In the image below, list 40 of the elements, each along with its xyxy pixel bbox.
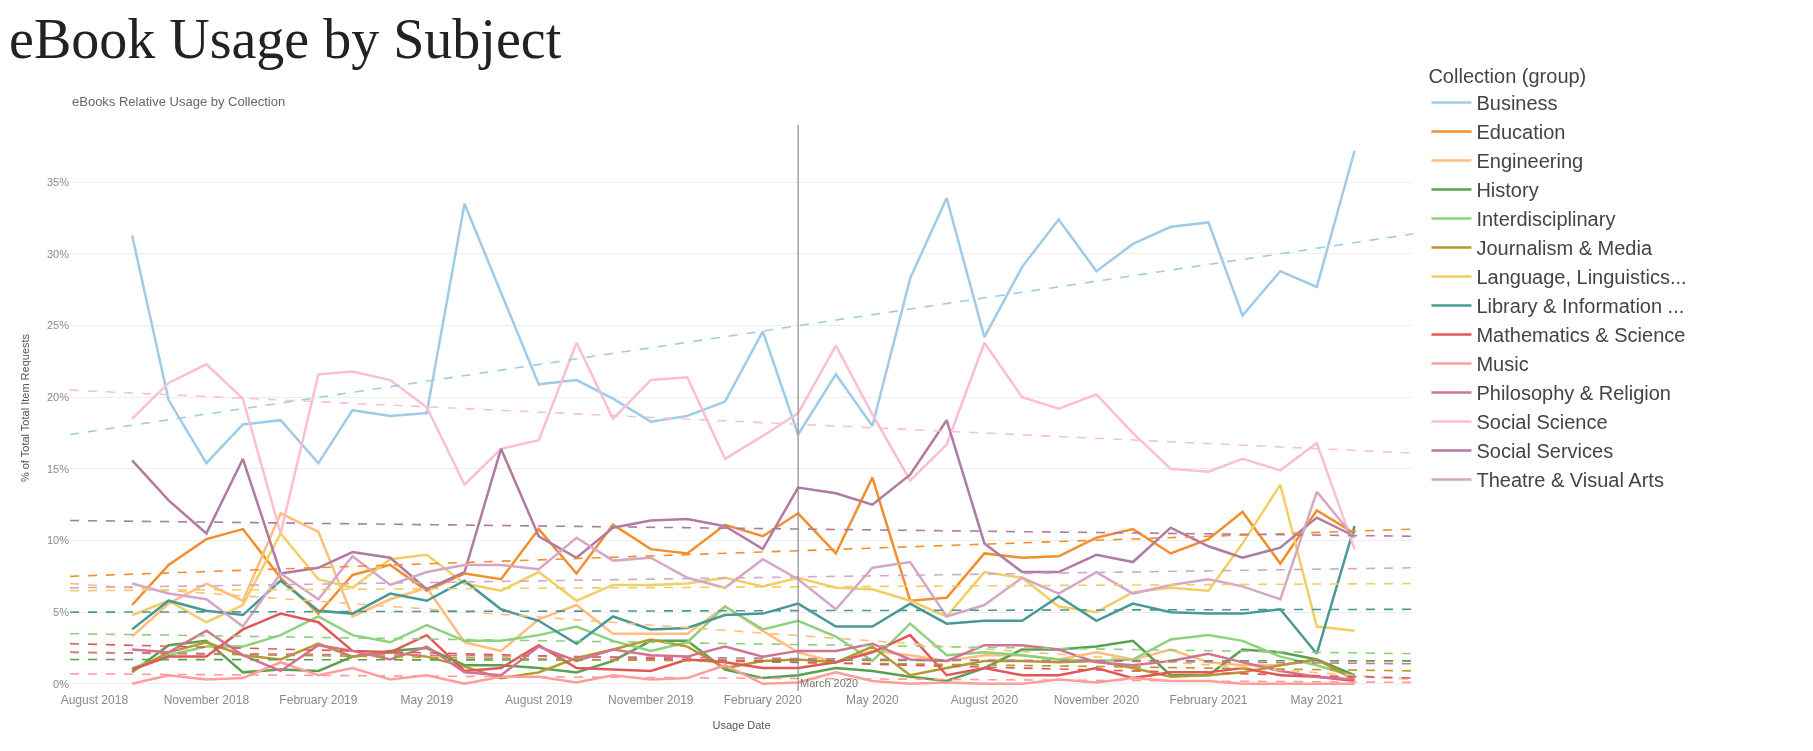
legend-label: Music [1476, 353, 1529, 376]
y-tick-label: 20% [46, 391, 70, 404]
x-tick-label: November 2018 [163, 693, 250, 707]
chart-title: eBook Usage by Subject [9, 7, 562, 70]
legend-label: Mathematics & Science [1476, 324, 1686, 347]
chart-subtitle: eBooks Relative Usage by Collection [72, 94, 286, 109]
x-tick-label: August 2020 [950, 693, 1019, 707]
legend-label: Theatre & Visual Arts [1476, 469, 1664, 492]
y-tick-label: 15% [46, 462, 70, 475]
x-tick-label: November 2020 [1053, 693, 1140, 707]
x-tick-label: February 2021 [1169, 693, 1248, 707]
legend-title: Collection (group) [1428, 65, 1587, 88]
legend-label: Business [1476, 92, 1558, 115]
legend-label: Engineering [1476, 150, 1584, 173]
y-tick-label: 10% [46, 534, 70, 547]
legend-label: Education [1476, 121, 1566, 144]
x-tick-label: May 2019 [400, 693, 454, 707]
x-axis-title: Usage Date [712, 719, 771, 732]
x-tick-label: February 2019 [279, 693, 358, 707]
y-axis-title: % of Total Total Item Requests [18, 333, 31, 483]
legend-label: Library & Information ... [1476, 295, 1685, 318]
legend-label: History [1476, 179, 1539, 202]
legend-label: Journalism & Media [1476, 237, 1653, 260]
y-tick-label: 0% [53, 677, 70, 690]
y-tick-label: 25% [46, 319, 70, 332]
x-tick-label: May 2020 [846, 693, 900, 707]
x-tick-label: February 2020 [723, 693, 803, 707]
ref-line-label: March 2020 [800, 677, 859, 689]
x-tick-label: August 2019 [505, 693, 573, 707]
y-tick-label: 5% [53, 606, 70, 619]
y-tick-label: 30% [46, 247, 70, 260]
y-tick-label: 35% [46, 176, 70, 189]
legend-label: Philosophy & Religion [1476, 382, 1671, 405]
legend-label: Social Services [1476, 440, 1614, 463]
legend-label: Interdisciplinary [1476, 208, 1616, 231]
x-tick-label: May 2021 [1290, 693, 1344, 707]
legend-label: Social Science [1476, 411, 1608, 434]
x-tick-label: November 2019 [608, 693, 694, 707]
x-tick-label: August 2018 [60, 693, 129, 707]
legend-label: Language, Linguistics... [1476, 266, 1687, 289]
